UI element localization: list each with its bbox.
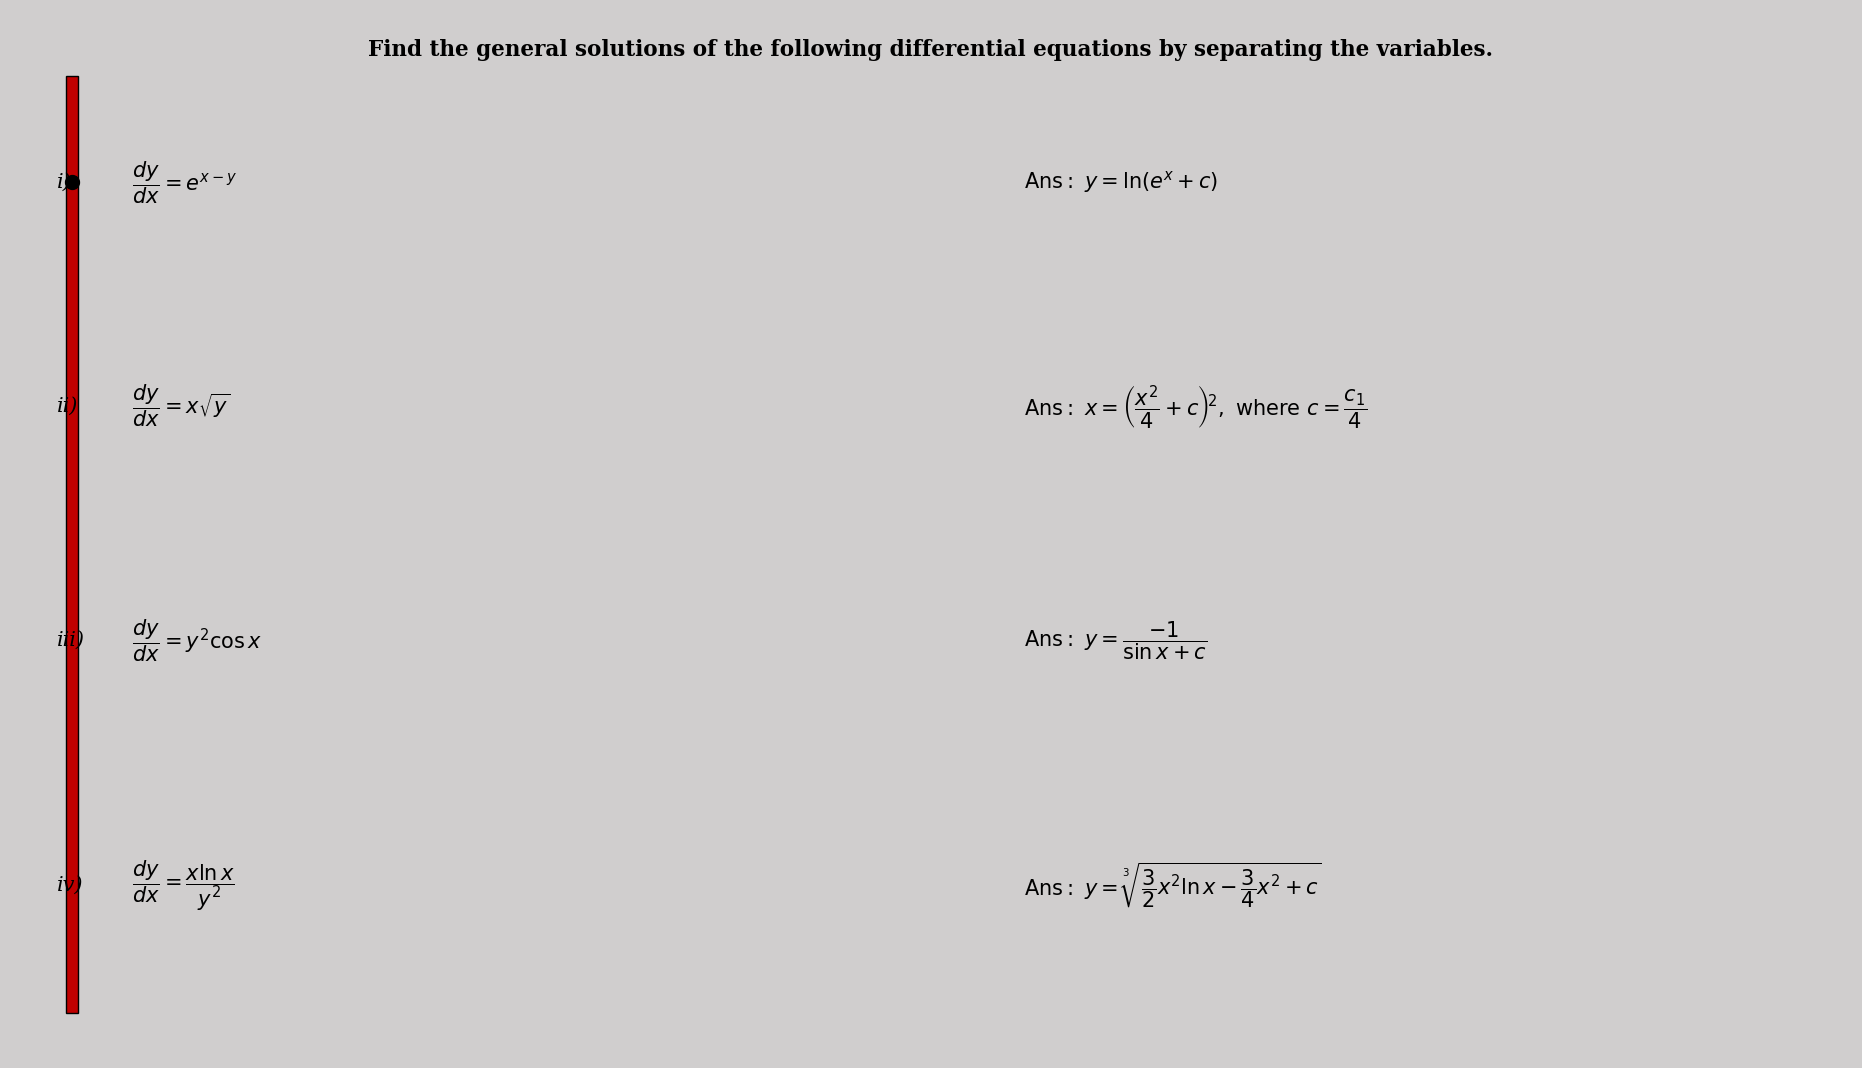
Text: ii): ii) [58,396,78,415]
Text: $\mathrm{Ans:}\ y = \dfrac{-1}{\sin x + c}$: $\mathrm{Ans:}\ y = \dfrac{-1}{\sin x + … [1024,619,1207,662]
Text: $\dfrac{dy}{dx} = y^2 \cos x$: $\dfrac{dy}{dx} = y^2 \cos x$ [132,617,263,664]
FancyBboxPatch shape [67,76,78,1014]
Text: $\dfrac{dy}{dx} = \dfrac{x \ln x}{y^2}$: $\dfrac{dy}{dx} = \dfrac{x \ln x}{y^2}$ [132,859,235,912]
Text: $\dfrac{dy}{dx} = e^{x-y}$: $\dfrac{dy}{dx} = e^{x-y}$ [132,159,236,206]
Text: iii): iii) [58,631,86,650]
Text: $\mathrm{Ans:}\ y = \sqrt[3]{\dfrac{3}{2}x^2 \ln x - \dfrac{3}{4}x^2 + c}$: $\mathrm{Ans:}\ y = \sqrt[3]{\dfrac{3}{2… [1024,861,1322,910]
Text: Find the general solutions of the following differential equations by separating: Find the general solutions of the follow… [369,38,1493,61]
Text: iv): iv) [58,876,84,895]
Text: $\dfrac{dy}{dx} = x\sqrt{y}$: $\dfrac{dy}{dx} = x\sqrt{y}$ [132,383,229,429]
Text: i): i) [58,173,73,192]
Text: $\mathrm{Ans:}\ y = \ln\!\left(e^{x} + c\right)$: $\mathrm{Ans:}\ y = \ln\!\left(e^{x} + c… [1024,170,1218,195]
Text: $\mathrm{Ans:}\ x = \left(\dfrac{x^2}{4} + c\right)^{\!2},\ \mathrm{where}\ c = : $\mathrm{Ans:}\ x = \left(\dfrac{x^2}{4}… [1024,382,1367,429]
